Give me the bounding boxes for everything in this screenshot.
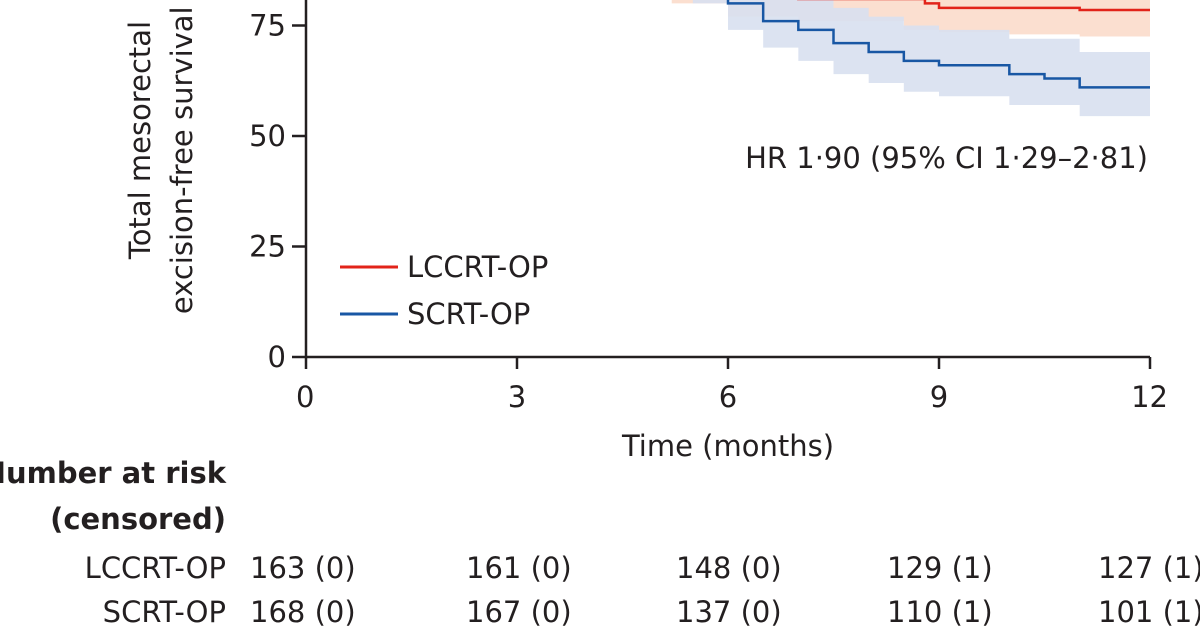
x-tick-label: 12 — [1131, 380, 1168, 414]
risk-cell: 168 (0) — [250, 595, 356, 629]
risk-cell: 161 (0) — [466, 551, 572, 585]
x-tick-label: 3 — [508, 380, 526, 414]
risk-cell: 127 (1) — [1098, 551, 1200, 585]
risk-cell: 137 (0) — [676, 595, 782, 629]
risk-cell: 163 (0) — [250, 551, 356, 585]
y-tick-label: 75 — [249, 9, 286, 43]
risk-table-subtitle: (censored) — [50, 502, 226, 536]
hazard-ratio-annotation: HR 1·90 (95% CI 1·29–2·81) — [745, 141, 1148, 175]
legend: LCCRT-OP SCRT-OP — [340, 250, 548, 331]
y-axis-title-line1: Total mesorectal — [123, 21, 157, 260]
survival-curve-lccrt-op — [797, 0, 1150, 12]
survival-curves — [726, 0, 1150, 89]
risk-cell: 167 (0) — [466, 595, 572, 629]
risk-cell: 101 (1) — [1098, 595, 1200, 629]
survival-curve-scrt-op — [726, 0, 1150, 89]
risk-row-label: SCRT-OP — [103, 595, 226, 629]
risk-table-rows: LCCRT-OP 163 (0) 161 (0) 148 (0) 129 (1) 127 … — [85, 551, 1200, 629]
x-tick-label: 0 — [296, 380, 314, 414]
x-ticks: 0 3 6 9 12 — [296, 357, 1168, 414]
y-tick-label: 50 — [249, 119, 286, 153]
y-tick-label: 25 — [249, 230, 286, 264]
y-tick-label: 0 — [268, 340, 286, 374]
x-tick-label: 6 — [719, 380, 737, 414]
risk-cell: 110 (1) — [887, 595, 993, 629]
legend-label-lccrt: LCCRT-OP — [407, 250, 548, 284]
risk-cell: 129 (1) — [887, 551, 993, 585]
risk-row-label: LCCRT-OP — [85, 551, 226, 585]
legend-label-scrt: SCRT-OP — [407, 297, 530, 331]
risk-cell: 148 (0) — [676, 551, 782, 585]
number-at-risk-table: Number at risk (censored) LCCRT-OP 163 (0… — [0, 456, 1200, 629]
x-tick-label: 9 — [930, 380, 948, 414]
risk-table-title: Number at risk — [0, 456, 227, 490]
x-axis-title: Time (months) — [621, 429, 834, 463]
y-ticks: 0 25 50 75 — [249, 9, 306, 374]
y-axis-title-line2: excision-free survival ( — [165, 0, 199, 314]
